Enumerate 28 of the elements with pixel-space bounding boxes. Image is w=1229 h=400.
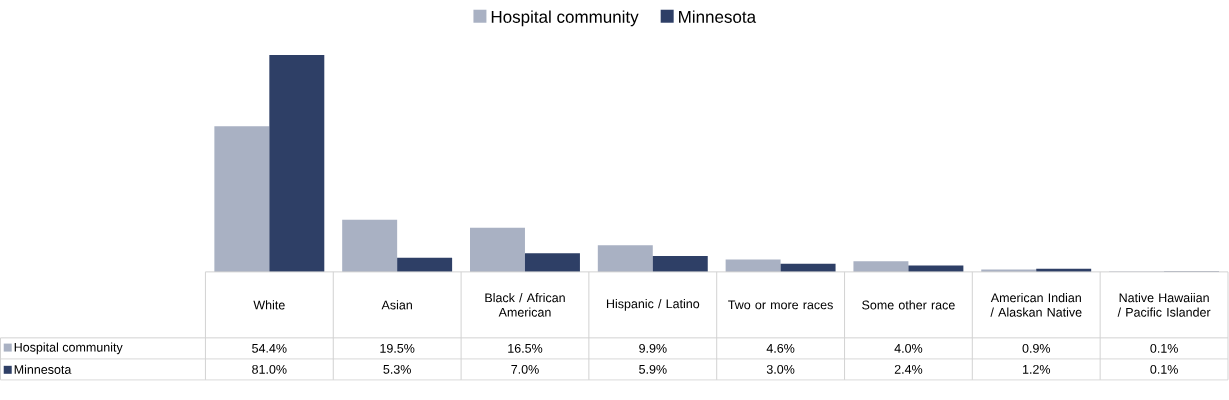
legend-label: Hospital community bbox=[491, 10, 639, 27]
data-label: 2.4% bbox=[894, 365, 923, 374]
x-tick-label: Some other race bbox=[862, 300, 955, 310]
data-label: 4.0% bbox=[894, 344, 923, 353]
x-tick-label: Black / African American bbox=[485, 293, 565, 317]
data-label: 0.1% bbox=[1150, 365, 1178, 374]
data-label: 1.2% bbox=[1022, 365, 1051, 374]
data-label: 7.0% bbox=[511, 365, 539, 374]
x-tick-label: Asian bbox=[381, 300, 412, 310]
data-label: 9.9% bbox=[639, 344, 667, 353]
data-label: 3.0% bbox=[766, 365, 795, 374]
text: Hospital community bbox=[14, 342, 123, 355]
data-label: 54.4% bbox=[252, 344, 287, 353]
data-label: 81.0% bbox=[252, 365, 287, 374]
data-label: 0.9% bbox=[1022, 344, 1051, 353]
x-tick-label: Two or more races bbox=[728, 300, 833, 310]
x-tick-label: Native Hawaiian / Pacific Islander bbox=[1117, 293, 1211, 317]
data-label: 4.6% bbox=[766, 344, 795, 353]
data-label: 19.5% bbox=[380, 344, 415, 353]
data-label: 5.9% bbox=[639, 365, 667, 374]
data-label: 16.5% bbox=[508, 344, 543, 353]
x-tick-label: White bbox=[253, 300, 285, 310]
data-label: 5.3% bbox=[383, 365, 411, 374]
legend-label: Minnesota bbox=[679, 10, 757, 23]
data-label: 0.1% bbox=[1150, 344, 1178, 353]
x-tick-label: Hispanic / Latino bbox=[606, 299, 700, 311]
x-tick-label: American Indian / Alaskan Native bbox=[990, 293, 1082, 317]
text: Minnesota bbox=[14, 364, 72, 375]
